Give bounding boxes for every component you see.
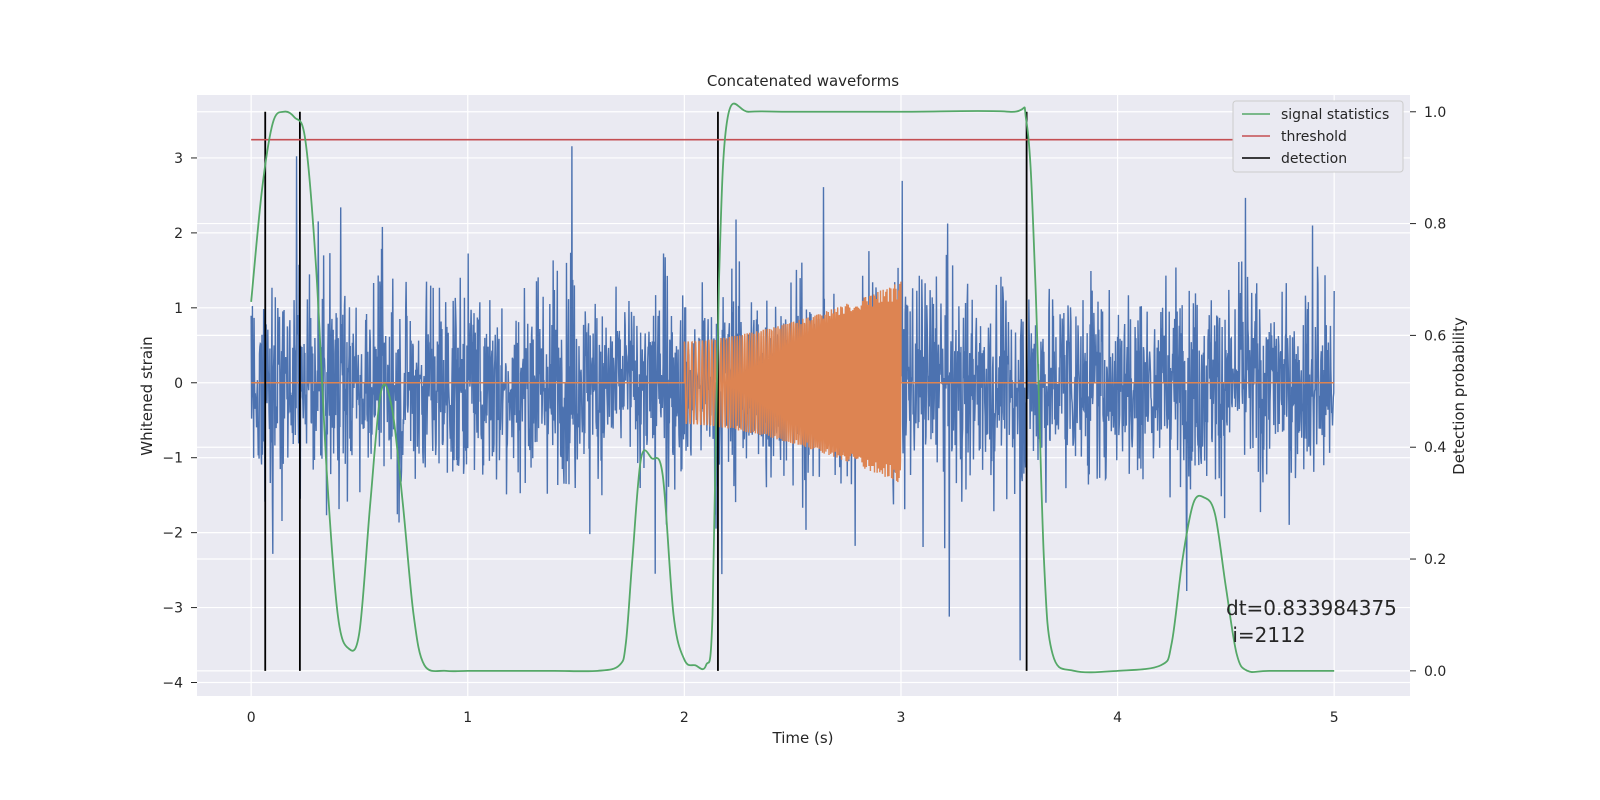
x-tick-label: 3 (897, 710, 906, 726)
right-tick-label: 0.4 (1424, 440, 1446, 456)
legend-box (1232, 100, 1404, 173)
left-tick-label: −2 (162, 526, 183, 542)
right-tick-label: 0.0 (1424, 664, 1446, 680)
legend-label-detection: detection (1281, 151, 1347, 167)
left-tick-label: 3 (174, 151, 183, 167)
x-tick-label: 1 (463, 710, 472, 726)
legend-label-threshold: threshold (1281, 129, 1347, 145)
legend-label-signal-statistics: signal statistics (1281, 107, 1389, 123)
right-tick-label: 0.2 (1424, 552, 1446, 568)
left-tick-label: −1 (162, 451, 183, 467)
legend: signal statistics threshold detection (1232, 100, 1404, 173)
x-tick-label: 4 (1113, 710, 1122, 726)
left-axis-ticks: 3 2 1 0 −1 −2 −3 −4 (162, 151, 197, 692)
x-tick-label: 5 (1330, 710, 1339, 726)
right-tick-label: 0.6 (1424, 328, 1446, 344)
left-tick-label: 0 (174, 376, 183, 392)
x-axis-label: Time (s) (772, 729, 834, 747)
plot-series (250, 102, 1335, 674)
right-tick-label: 0.8 (1424, 217, 1446, 233)
x-axis-ticks: 0 1 2 3 4 5 (247, 710, 1339, 726)
right-axis-ticks: 1.0 0.8 0.6 0.4 0.2 0.0 (1410, 105, 1446, 680)
left-tick-label: 2 (174, 226, 183, 242)
left-tick-label: −4 (162, 676, 183, 692)
series-injection-line (251, 281, 1335, 483)
series-signal-statistics-line (250, 102, 1335, 674)
left-tick-label: −3 (162, 601, 183, 617)
x-tick-label: 0 (247, 710, 256, 726)
right-axis-label: Detection probability (1450, 317, 1468, 475)
x-tick-label: 2 (680, 710, 689, 726)
annotation-dt: dt=0.833984375 (1226, 596, 1397, 620)
left-tick-label: 1 (174, 301, 183, 317)
right-tick-label: 1.0 (1424, 105, 1446, 121)
left-axis-label: Whitened strain (138, 336, 156, 455)
annotation-i: i=2112 (1226, 623, 1306, 647)
chart-title: Concatenated waveforms (707, 72, 899, 90)
